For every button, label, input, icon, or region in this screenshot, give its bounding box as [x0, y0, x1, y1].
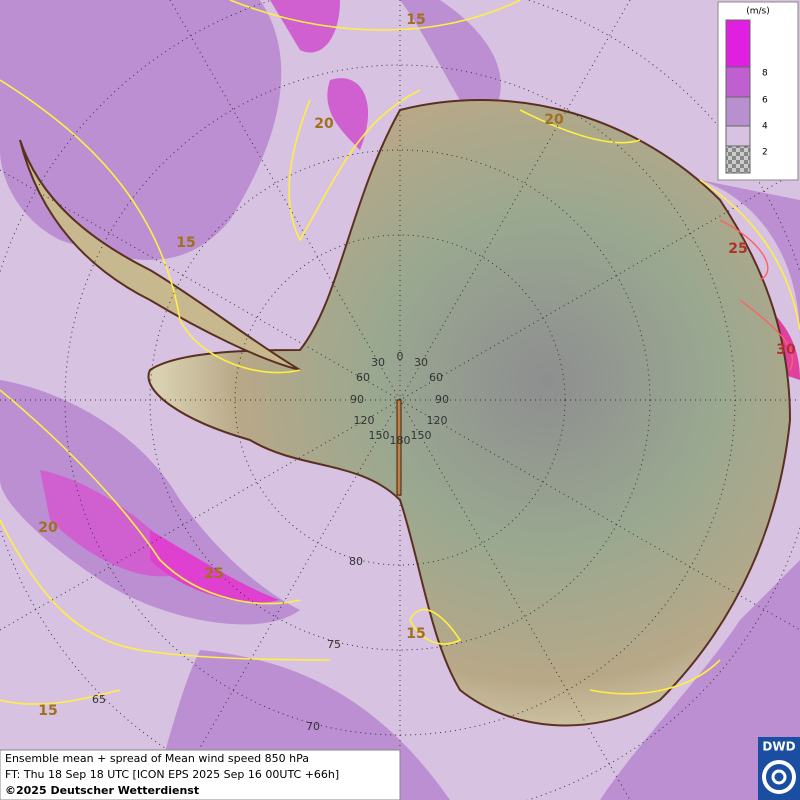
footer-line: FT: Thu 18 Sep 18 UTC [ICON EPS 2025 Sep… [5, 768, 339, 781]
lat-label: 75 [327, 638, 341, 651]
lon-label: 180 [390, 434, 411, 447]
contour-label: 15 [406, 12, 425, 28]
legend-tick: 8 [762, 69, 768, 79]
legend: (m/s) 8 6 4 2 [717, 1, 799, 181]
footer: Ensemble mean + spread of Mean wind spee… [0, 749, 401, 800]
logo-swirl [771, 769, 787, 785]
legend-unit: (m/s) [746, 7, 770, 17]
legend-tick: 4 [762, 122, 768, 132]
contour-label: 20 [38, 520, 58, 536]
legend-tick: 2 [762, 148, 768, 158]
lon-label: 120 [427, 414, 448, 427]
contour-label: 20 [314, 116, 334, 132]
dwd-logo: DWD [758, 737, 800, 800]
lon-label: 120 [354, 414, 375, 427]
lon-label: 60 [356, 371, 370, 384]
legend-swatch [725, 145, 751, 174]
antarctica [147, 99, 792, 727]
latitude-labels: 80 75 70 65 [92, 555, 363, 733]
logo-swirl [762, 760, 796, 794]
lon-label: 30 [414, 356, 428, 369]
lat-label: 65 [92, 693, 106, 706]
legend-swatch [725, 19, 751, 68]
lon-label: 30 [371, 356, 385, 369]
legend-tick: 6 [762, 96, 768, 106]
lat-label: 80 [349, 555, 363, 568]
logo-text: DWD [762, 740, 795, 754]
lon-label: 90 [350, 393, 364, 406]
legend-swatch [725, 96, 751, 127]
contour-label: 15 [38, 703, 57, 719]
legend-swatch [725, 125, 751, 147]
contour-label: 25 [728, 241, 747, 257]
lat-label: 70 [306, 720, 320, 733]
lon-label: 90 [435, 393, 449, 406]
lon-label: 0 [397, 350, 404, 363]
meridian-marker [396, 399, 402, 496]
contour-label: 20 [544, 112, 564, 128]
contour-labels: 15 20 20 15 25 30 20 25 15 15 [38, 12, 796, 719]
legend-swatch [725, 66, 751, 98]
wind-contours [0, 0, 800, 705]
contour-label: 15 [176, 235, 195, 251]
longitude-labels: 0 30 30 60 60 90 90 120 120 150 150 180 [350, 350, 449, 447]
footer-box [0, 749, 401, 800]
footer-line: Ensemble mean + spread of Mean wind spee… [5, 752, 309, 765]
contour-label: 25 [204, 566, 223, 582]
footer-line: ©2025 Deutscher Wetterdienst [5, 784, 199, 797]
high-wind-contours [719, 219, 794, 371]
contour-label: 15 [406, 626, 425, 642]
lon-label: 60 [429, 371, 443, 384]
lon-label: 150 [369, 429, 390, 442]
contour-label: 30 [776, 342, 796, 358]
lon-label: 150 [411, 429, 432, 442]
